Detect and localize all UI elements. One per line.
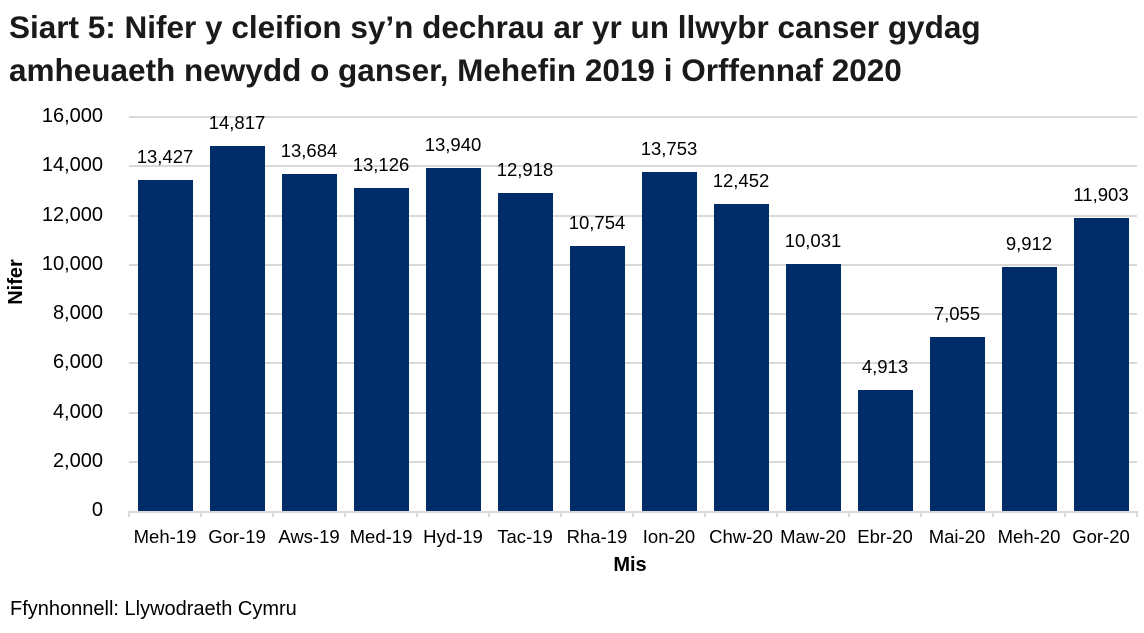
data-label: 11,903	[1073, 183, 1129, 205]
gridline	[129, 263, 1137, 266]
bar-meh-19	[137, 180, 193, 511]
data-label: 14,817	[208, 112, 266, 134]
x-tick-mark	[704, 511, 706, 517]
x-tick-label: Gor-19	[208, 526, 266, 547]
y-tick-label: 8,000	[52, 302, 103, 324]
y-tick-label: 10,000	[41, 252, 103, 275]
x-tick-mark	[344, 511, 346, 517]
x-tick-label: Gor-20	[1072, 526, 1130, 547]
gridline	[129, 116, 1137, 118]
x-tick-mark	[560, 511, 562, 517]
data-label: 10,754	[568, 212, 626, 234]
x-tick-mark	[776, 511, 778, 517]
x-tick-mark	[416, 511, 418, 517]
x-tick-label: Aws-19	[278, 526, 340, 547]
x-tick-label: Maw-20	[780, 526, 846, 547]
y-tick-label: 16,000	[41, 105, 103, 127]
bar-mai-20	[929, 337, 985, 511]
chart-title: Siart 5: Nifer y cleifion sy’n dechrau a…	[9, 9, 981, 88]
bar-gor-19	[209, 146, 265, 511]
y-tick-label: 0	[91, 499, 103, 521]
gridline	[129, 460, 1137, 463]
x-tick-label: Mai-20	[928, 526, 986, 547]
data-label: 13,126	[352, 153, 410, 175]
x-tick-mark	[1136, 511, 1138, 517]
data-label: 7,055	[933, 303, 981, 325]
x-axis-label: Mis	[613, 554, 647, 576]
gridline	[129, 165, 1137, 168]
data-label: 12,918	[496, 158, 554, 180]
x-tick-label: Tac-19	[497, 526, 553, 547]
bar-med-19	[353, 187, 409, 511]
x-tick-mark	[1064, 511, 1066, 517]
data-label: 13,684	[280, 140, 338, 162]
bar-ion-20	[641, 172, 697, 511]
x-tick-label: Ebr-20	[857, 526, 913, 547]
bar-maw-20	[785, 264, 841, 511]
gridline	[129, 362, 1137, 365]
x-tick-label: Hyd-19	[423, 526, 483, 547]
x-tick-mark	[920, 511, 922, 517]
data-label: 4,913	[861, 356, 909, 378]
plot-area: 0 2,000 4,000 6,000 8,000 10,000 12,000 14,000 1…	[42, 105, 1138, 547]
y-tick-label: 12,000	[41, 203, 103, 226]
x-tick-mark	[992, 511, 994, 517]
x-tick-label: Rha-19	[566, 526, 628, 547]
x-tick-mark	[272, 511, 274, 517]
gridline	[129, 214, 1137, 217]
bar-aws-19	[281, 174, 337, 511]
x-tick-mark	[848, 511, 850, 517]
bar-meh-20	[1001, 266, 1057, 511]
bar-chw-20	[713, 204, 769, 511]
gridline	[129, 411, 1137, 414]
source-note: Ffynhonnell: Llywodraeth Cymru	[10, 598, 297, 620]
x-tick-mark	[128, 511, 130, 517]
y-tick-label: 6,000	[52, 351, 103, 374]
y-tick-label: 14,000	[41, 154, 103, 177]
data-label: 13,940	[424, 133, 482, 155]
gridline	[129, 313, 1137, 315]
bar-gor-20	[1073, 217, 1129, 511]
x-tick-label: Meh-19	[133, 526, 197, 547]
bar-ebr-20	[857, 390, 913, 511]
data-label: 13,427	[136, 146, 194, 168]
x-tick-mark	[488, 511, 490, 517]
x-tick-mark	[632, 511, 634, 517]
bar-tac-19	[497, 192, 553, 511]
x-tick-label: Chw-20	[709, 526, 773, 547]
data-label: 10,031	[784, 229, 842, 251]
y-tick-label: 4,000	[52, 400, 103, 423]
data-label: 9,912	[1005, 232, 1053, 254]
bar-hyd-19	[425, 167, 481, 511]
data-label: 13,753	[640, 138, 698, 160]
x-tick-label: Ion-20	[642, 526, 696, 547]
bar-rha-19	[569, 246, 625, 511]
y-tick-label: 2,000	[52, 449, 103, 472]
x-tick-label: Meh-20	[997, 526, 1061, 547]
x-tick-label: Med-19	[349, 526, 413, 547]
data-label: 12,452	[712, 170, 770, 192]
x-tick-mark	[200, 511, 202, 517]
